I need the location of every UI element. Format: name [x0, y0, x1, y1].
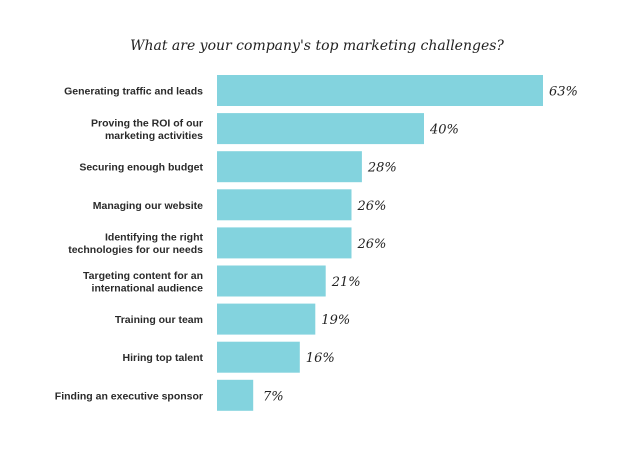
category-label-line: Targeting content for an — [83, 270, 203, 282]
bar-3 — [217, 189, 352, 221]
category-label-line: Training our team — [115, 314, 203, 326]
value-label-6: 19% — [321, 313, 350, 328]
category-label-0: Generating traffic and leads — [64, 86, 203, 98]
value-label-7: 16% — [306, 351, 335, 366]
value-label-4: 26% — [357, 237, 387, 252]
category-label-line: Hiring top talent — [123, 352, 204, 364]
category-label-7: Hiring top talent — [123, 352, 204, 364]
value-label-0: 63% — [549, 85, 578, 100]
bar-8 — [217, 379, 254, 411]
category-label-line: Finding an executive sponsor — [55, 390, 203, 402]
category-label-4: Identifying the right technologies for ou… — [68, 232, 203, 257]
bar-5 — [217, 265, 326, 297]
bar-7 — [217, 341, 300, 373]
bar-0 — [217, 75, 543, 106]
category-label-1: Proving the ROI of our marketing activiti… — [91, 117, 203, 142]
category-label-8: Finding an executive sponsor — [55, 390, 203, 402]
bar-6 — [217, 303, 316, 335]
category-label-6: Training our team — [115, 314, 203, 326]
category-label-line: Proving the ROI of our — [91, 117, 203, 129]
chart-title: What are your company's top marketing ch… — [130, 38, 504, 54]
value-label-2: 28% — [367, 161, 397, 176]
category-label-line: Identifying the right — [105, 232, 203, 244]
category-label-line: Generating traffic and leads — [64, 86, 203, 98]
value-label-8: 7% — [263, 389, 284, 404]
category-label-line: Managing our website — [93, 200, 203, 212]
bar-1 — [217, 113, 424, 145]
category-label-line: Securing enough budget — [79, 162, 203, 174]
value-label-3: 26% — [357, 199, 387, 214]
category-label-2: Securing enough budget — [79, 162, 203, 174]
bar-2 — [217, 151, 362, 183]
category-label-5: Targeting content for an international au… — [83, 270, 203, 295]
category-label-line: technologies for our needs — [68, 244, 203, 256]
category-label-line: international audience — [92, 282, 204, 294]
bar-4 — [217, 227, 352, 259]
value-label-1: 40% — [429, 123, 459, 138]
category-label-3: Managing our website — [93, 200, 203, 212]
category-label-line: marketing activities — [105, 130, 203, 142]
bars-layer: Generating traffic and leads 63% Proving t… — [55, 75, 578, 411]
value-label-5: 21% — [331, 275, 361, 290]
